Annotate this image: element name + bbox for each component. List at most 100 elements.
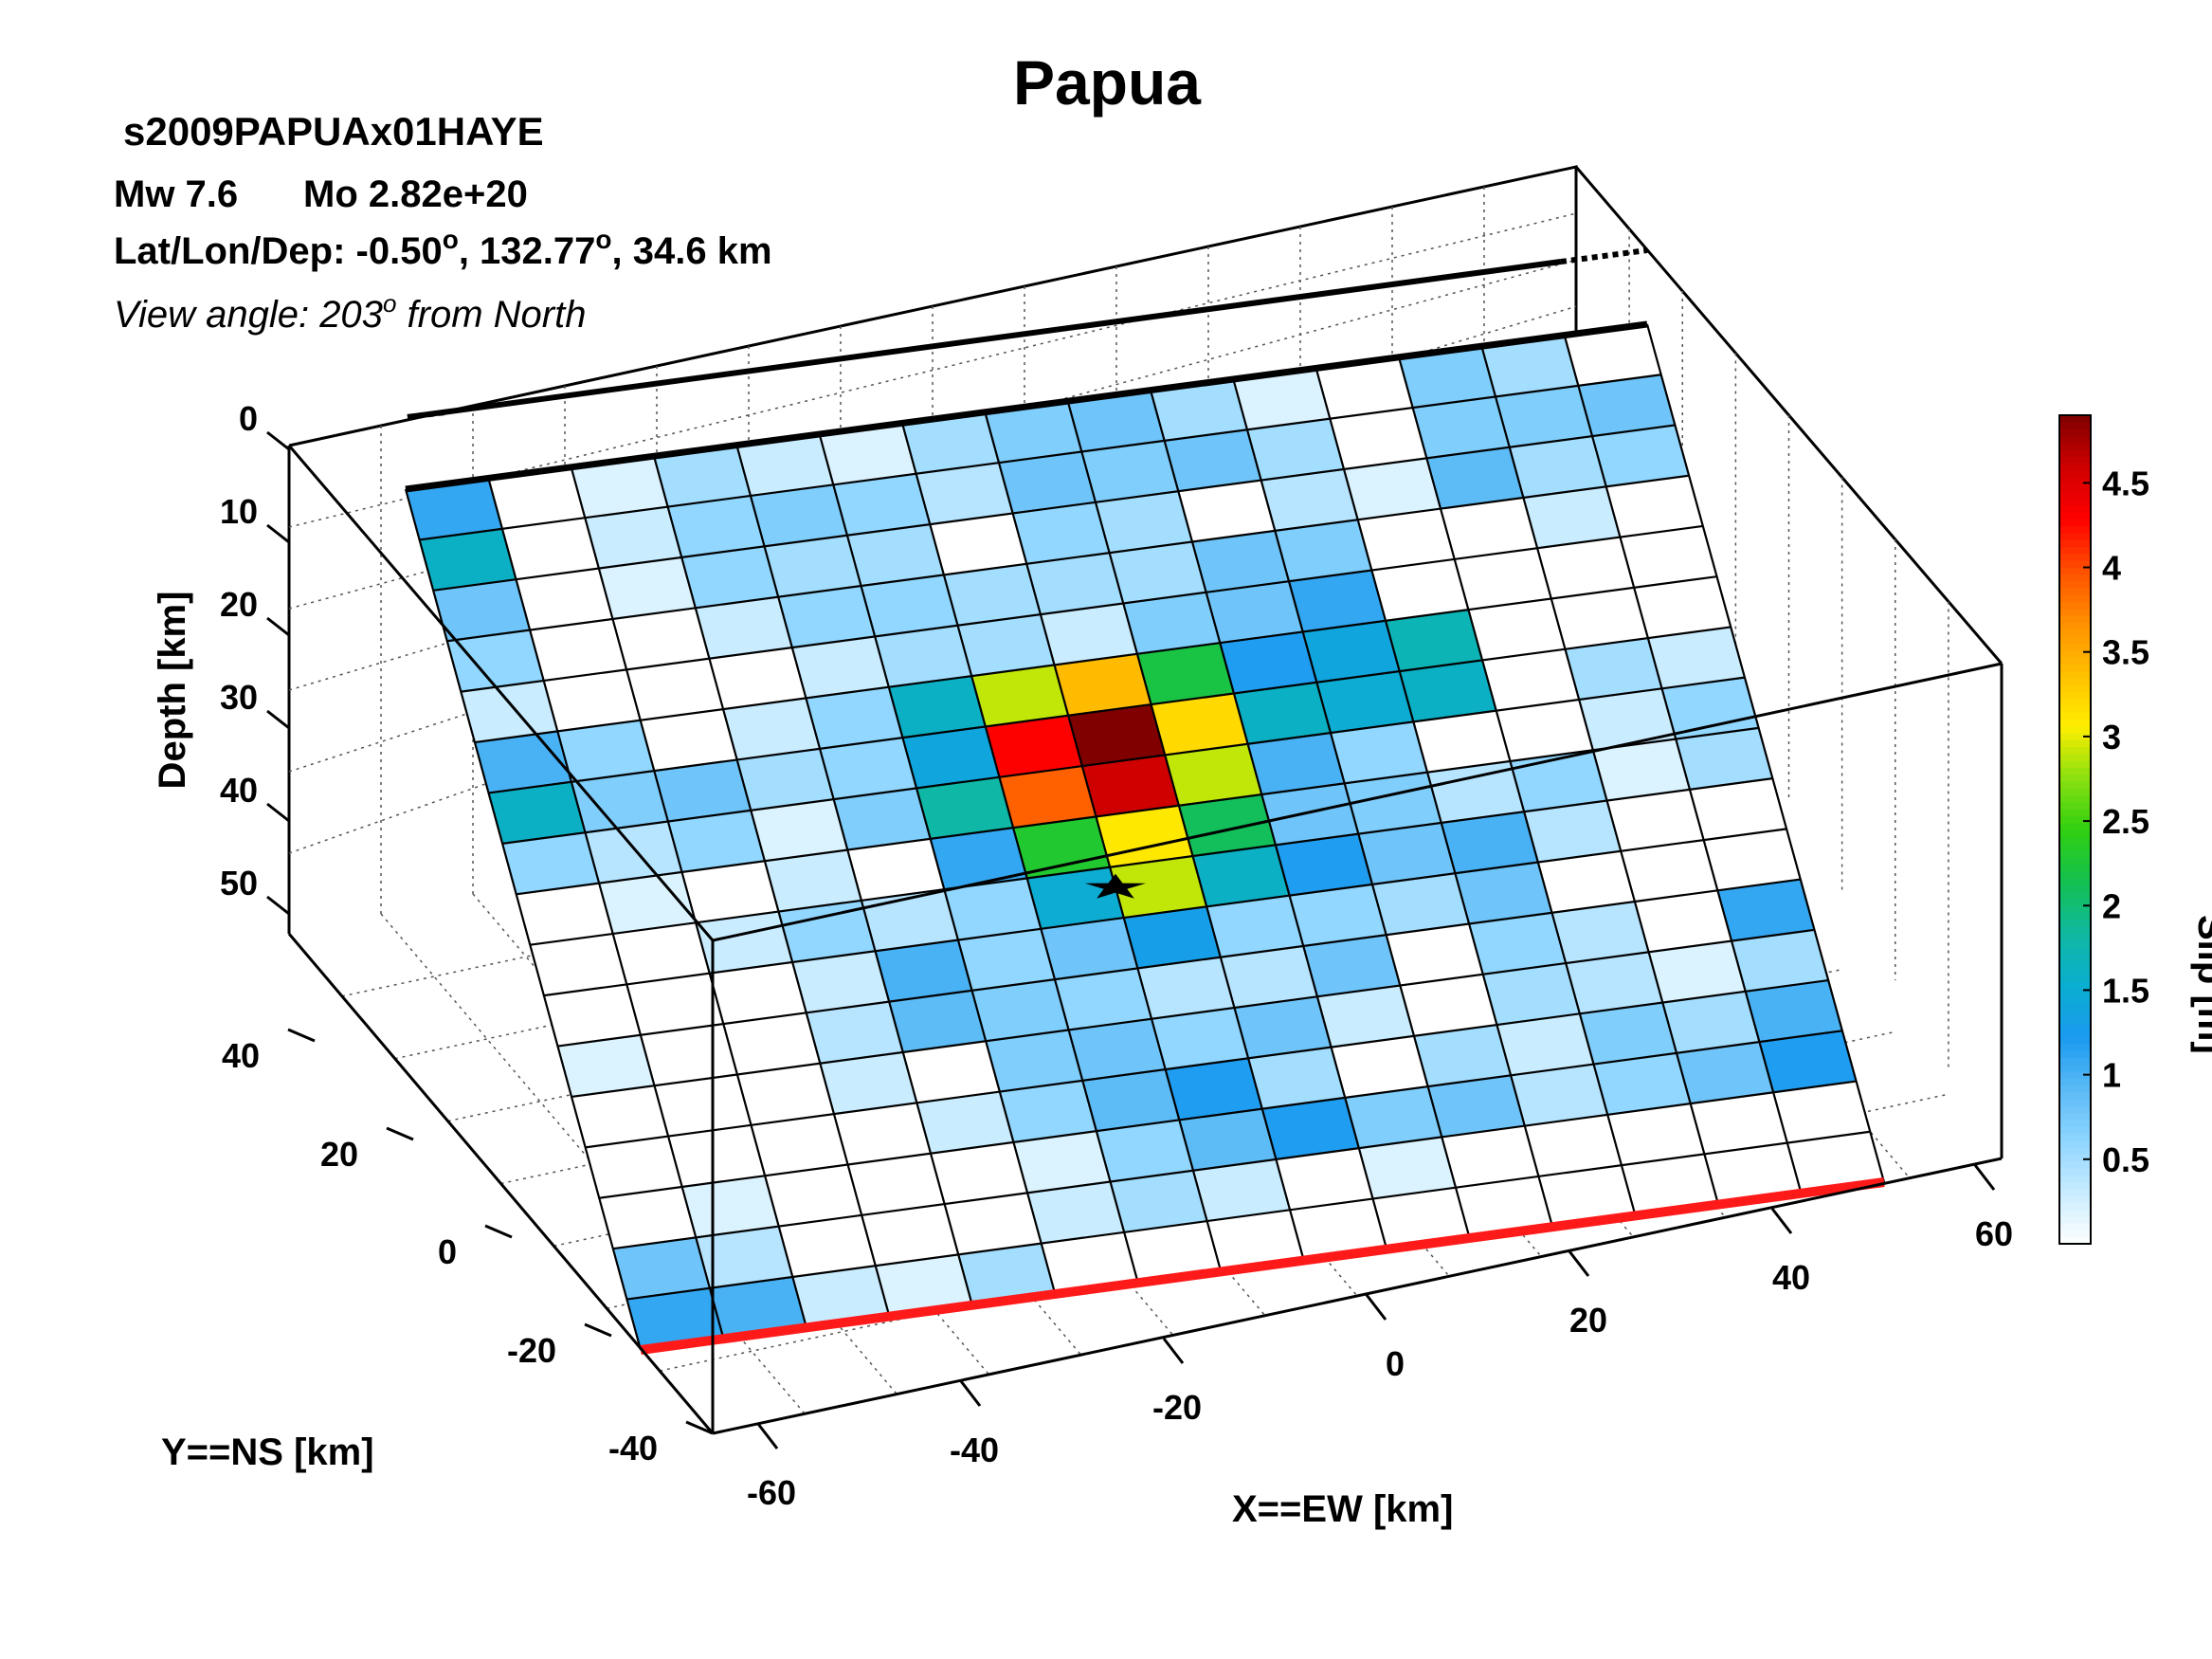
depth-axis-label: Depth [km] bbox=[152, 592, 193, 790]
slip-patch bbox=[1455, 862, 1552, 924]
colorbar-segment bbox=[2059, 1209, 2091, 1217]
colorbar-segment bbox=[2059, 905, 2091, 913]
slip-patch bbox=[557, 720, 655, 782]
slip-patch bbox=[875, 625, 972, 687]
colorbar-segment bbox=[2059, 1215, 2091, 1224]
slip-patch bbox=[916, 1091, 1014, 1154]
ns-tick bbox=[386, 1126, 414, 1141]
slip-patch bbox=[1206, 581, 1303, 644]
colorbar-segment bbox=[2059, 1070, 2091, 1079]
slip-patch bbox=[1055, 968, 1152, 1030]
slip-patch bbox=[861, 1204, 959, 1267]
slip-patch bbox=[626, 658, 724, 720]
colorbar-segment bbox=[2059, 456, 2091, 465]
bottom-left-edge bbox=[287, 933, 715, 1434]
colorbar-segment bbox=[2059, 1202, 2091, 1211]
colorbar-segment bbox=[2059, 677, 2091, 685]
slip-patch bbox=[1426, 447, 1524, 509]
colorbar-segment bbox=[2059, 719, 2091, 727]
colorbar-segment bbox=[2059, 912, 2091, 921]
colorbar-segment bbox=[2059, 1009, 2091, 1017]
patch-strike-line bbox=[474, 575, 1717, 744]
slip-patch bbox=[847, 1153, 945, 1215]
colorbar-segment bbox=[2059, 698, 2091, 706]
slip-patch bbox=[1110, 1170, 1207, 1232]
ew-tick bbox=[1973, 1164, 1996, 1191]
slip-patch bbox=[1012, 501, 1110, 564]
slip-patch bbox=[461, 681, 558, 743]
patch-dip-line bbox=[570, 466, 807, 1328]
slip-patch bbox=[806, 686, 903, 749]
slip-patch bbox=[846, 524, 944, 587]
colorbar-segment bbox=[2059, 809, 2091, 817]
slip-patch bbox=[1579, 1002, 1677, 1065]
patch-strike-line bbox=[557, 878, 1801, 1048]
colorbar-segment bbox=[2059, 733, 2091, 740]
slip-patch bbox=[1704, 1142, 1802, 1205]
slip-patch bbox=[1496, 1013, 1594, 1076]
ew-tick-label: -60 bbox=[747, 1473, 796, 1512]
slip-patch bbox=[875, 939, 972, 1002]
depth-tick bbox=[266, 523, 290, 544]
colorbar-segment bbox=[2059, 1015, 2091, 1024]
hypocenter-star bbox=[1084, 873, 1147, 899]
slip-patch bbox=[543, 984, 641, 1047]
patch-dip-line bbox=[1232, 378, 1471, 1239]
depth-tick-label: 20 bbox=[220, 585, 258, 624]
slip-patch bbox=[1427, 1075, 1525, 1138]
slip-patch bbox=[1178, 480, 1276, 542]
slip-patch bbox=[1178, 794, 1276, 857]
depth-tick bbox=[266, 802, 290, 823]
colorbar-tick-label: 1.5 bbox=[2102, 971, 2149, 1010]
colorbar-segment bbox=[2059, 649, 2091, 658]
slip-patch bbox=[709, 1277, 807, 1340]
slip-patch bbox=[654, 445, 751, 507]
slip-patch bbox=[1454, 548, 1551, 611]
ns-tick-label: 0 bbox=[438, 1232, 457, 1271]
ew-tick bbox=[1568, 1250, 1590, 1277]
slip-patch bbox=[1372, 873, 1470, 936]
slip-patch bbox=[1179, 1108, 1277, 1171]
colorbar-segment bbox=[2059, 836, 2091, 845]
colorbar-segment bbox=[2059, 1223, 2091, 1231]
slip-patch bbox=[709, 962, 807, 1025]
colorbar-segment bbox=[2059, 781, 2091, 789]
surface-trace-dashes bbox=[1560, 247, 1648, 264]
colorbar-segment bbox=[2059, 1057, 2091, 1066]
colorbar-segment bbox=[2059, 559, 2091, 568]
colorbar-segment bbox=[2059, 974, 2091, 982]
slip-patch bbox=[1689, 778, 1787, 841]
slip-patch bbox=[1357, 508, 1455, 571]
slip-patch bbox=[1082, 1069, 1180, 1132]
slip-patch bbox=[1759, 1030, 1857, 1093]
slip-patch bbox=[833, 788, 931, 850]
slip-patch bbox=[681, 861, 779, 923]
colorbar-segment bbox=[2059, 801, 2091, 810]
colorbar-segment bbox=[2059, 1230, 2091, 1238]
colorbar-segment bbox=[2059, 567, 2091, 575]
colorbar-segment bbox=[2059, 415, 2091, 423]
colorbar-segment bbox=[2059, 511, 2091, 520]
slip-patch bbox=[943, 563, 1041, 626]
slip-patch bbox=[1427, 761, 1525, 823]
slip-patch bbox=[1510, 750, 1607, 812]
slip-patch bbox=[1537, 537, 1635, 599]
ew-tick-label: 40 bbox=[1772, 1258, 1810, 1297]
colorbar-segment bbox=[2059, 594, 2091, 603]
colorbar-segment bbox=[2059, 788, 2091, 796]
colorbar-segment bbox=[2059, 1099, 2091, 1106]
slip-patch bbox=[502, 832, 600, 895]
colorbar-segment bbox=[2059, 1147, 2091, 1155]
slip-patch bbox=[1578, 374, 1676, 437]
colorbar-segment bbox=[2059, 435, 2091, 444]
slip-patch bbox=[1606, 789, 1704, 851]
slip-patch bbox=[1414, 1025, 1512, 1087]
slip-patch bbox=[626, 973, 724, 1035]
ew-tick bbox=[1162, 1338, 1185, 1364]
event-id: s2009PAPUAx01HAYE bbox=[123, 109, 544, 154]
slip-patch bbox=[599, 871, 697, 934]
slip-patch bbox=[433, 579, 531, 642]
slip-patch bbox=[1634, 576, 1732, 639]
slip-patch bbox=[1109, 541, 1206, 604]
colorbar-segment bbox=[2059, 988, 2091, 996]
